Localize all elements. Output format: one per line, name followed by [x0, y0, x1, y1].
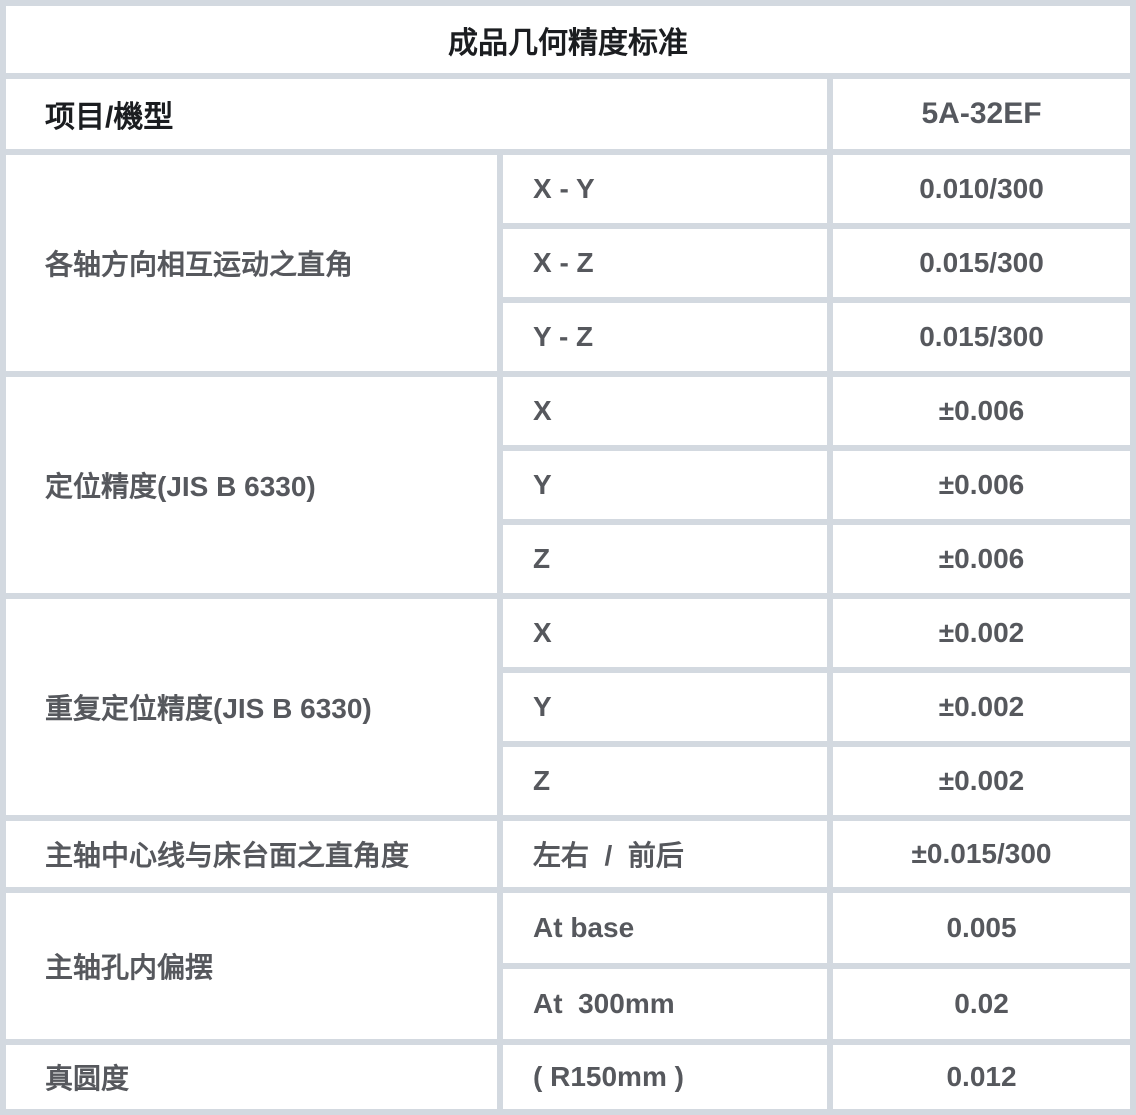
value-cell: ±0.006: [833, 451, 1131, 519]
sub-label: ( R150mm ): [503, 1045, 827, 1109]
value-cell: ±0.006: [833, 525, 1131, 593]
table-row: 主轴孔内偏摆 At base 0.005: [6, 893, 1131, 1039]
value-cell: ±0.002: [833, 599, 1131, 667]
table-row: 主轴中心线与床台面之直角度 左右 / 前后 ±0.015/300: [6, 821, 1131, 887]
table-row: Z ±0.006: [6, 525, 1131, 593]
table-row: Y ±0.002: [6, 673, 1131, 741]
sub-label: X - Y: [503, 155, 827, 223]
value-cell: 0.015/300: [833, 229, 1131, 297]
table-row: At 300mm 0.02: [6, 969, 1131, 1039]
category-label-roundness: 真圆度: [6, 1045, 497, 1109]
category-label-repeatability: 重复定位精度(JIS B 6330): [6, 599, 497, 815]
sub-label: At base: [503, 893, 827, 963]
value-cell: 0.010/300: [833, 155, 1131, 223]
sub-label: X: [503, 599, 827, 667]
category-label-squareness: 各轴方向相互运动之直角: [6, 155, 497, 371]
table-row: 重复定位精度(JIS B 6330) X ±0.002: [6, 599, 1131, 815]
value-cell: ±0.006: [833, 377, 1131, 445]
table-row: 各轴方向相互运动之直角 X - Y 0.010/300: [6, 155, 1131, 371]
category-label-spindle-runout: 主轴孔内偏摆: [6, 893, 497, 1039]
sub-label: Y - Z: [503, 303, 827, 371]
sub-label: Y: [503, 451, 827, 519]
sub-label: Y: [503, 673, 827, 741]
sub-label: 左右 / 前后: [503, 821, 827, 887]
sub-label: X - Z: [503, 229, 827, 297]
value-cell: 0.015/300: [833, 303, 1131, 371]
header-row: 项目/機型 5A-32EF: [6, 79, 1131, 149]
table-row: Y - Z 0.015/300: [6, 303, 1131, 371]
table-row: 定位精度(JIS B 6330) X ±0.006: [6, 377, 1131, 593]
value-cell: 0.012: [833, 1045, 1131, 1109]
table-row: X - Z 0.015/300: [6, 229, 1131, 297]
table-row: Z ±0.002: [6, 747, 1131, 815]
sub-label: At 300mm: [503, 969, 827, 1039]
value-cell: ±0.002: [833, 747, 1131, 815]
header-model-value: 5A-32EF: [833, 79, 1131, 149]
header-item-label: 项目/機型: [6, 79, 827, 149]
table-row: Y ±0.006: [6, 451, 1131, 519]
value-cell: ±0.015/300: [833, 821, 1131, 887]
table-title: 成品几何精度标准: [6, 6, 1131, 73]
sub-label: Z: [503, 747, 827, 815]
sub-label: Z: [503, 525, 827, 593]
category-label-positioning: 定位精度(JIS B 6330): [6, 377, 497, 593]
value-cell: 0.005: [833, 893, 1131, 963]
value-cell: ±0.002: [833, 673, 1131, 741]
category-label-spindle-squareness: 主轴中心线与床台面之直角度: [6, 821, 497, 887]
value-cell: 0.02: [833, 969, 1131, 1039]
title-row: 成品几何精度标准: [6, 6, 1131, 73]
sub-label: X: [503, 377, 827, 445]
table-row: 真圆度 ( R150mm ) 0.012: [6, 1045, 1131, 1109]
